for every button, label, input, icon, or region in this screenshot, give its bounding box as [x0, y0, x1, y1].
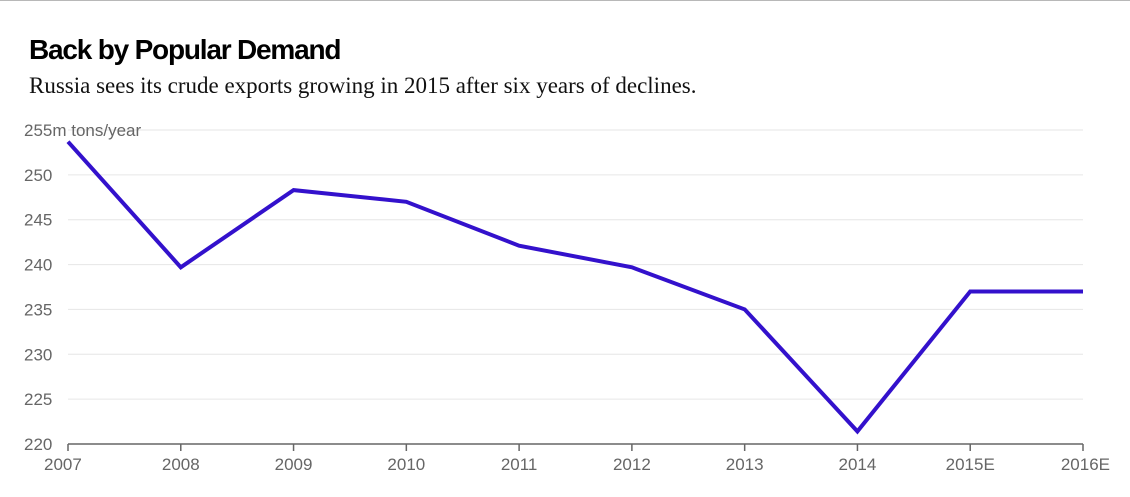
x-tick-label-2007: 2007: [44, 455, 82, 474]
x-axis: [67, 443, 1084, 451]
series-group: [66, 140, 1085, 435]
y-tick-label-235: 235: [24, 300, 52, 319]
x-tick-label-2015E: 2015E: [946, 455, 995, 474]
x-tick-label-2016E: 2016E: [1061, 455, 1110, 474]
data-point-2009: [292, 188, 296, 192]
y-tick-label-225: 225: [24, 390, 52, 409]
data-point-2008: [179, 265, 183, 269]
chart-subtitle: Russia sees its crude exports growing in…: [29, 73, 697, 98]
grid-lines: [68, 129, 1083, 400]
data-point-2007: [66, 140, 70, 144]
chart-title: Back by Popular Demand: [29, 34, 341, 65]
y-axis-tick-labels: 220 225 230 235 240 245 250 255m tons/year: [24, 121, 142, 454]
x-tick-label-2012: 2012: [613, 455, 651, 474]
data-point-2013: [743, 307, 747, 311]
x-tick-label-2014: 2014: [839, 455, 877, 474]
y-tick-label-220: 220: [24, 435, 52, 454]
y-tick-label-250: 250: [24, 166, 52, 185]
x-tick-label-2011: 2011: [501, 455, 538, 474]
x-tick-label-2013: 2013: [726, 455, 764, 474]
x-tick-label-2010: 2010: [387, 455, 425, 474]
data-point-2016E: [1081, 289, 1085, 293]
data-point-2014: [855, 429, 859, 433]
y-tick-label-255: 255m tons/year: [24, 121, 142, 140]
data-point-2012: [630, 265, 634, 269]
data-point-2011: [517, 244, 521, 248]
x-tick-label-2009: 2009: [275, 455, 313, 474]
series-line-0: [66, 140, 1083, 435]
y-tick-label-240: 240: [24, 256, 52, 275]
y-tick-label-245: 245: [24, 211, 52, 230]
x-axis-tick-labels: 2007 2008 2009 2010 2011 2012 2013 2014 2015E 201…: [44, 455, 1110, 474]
top-rule: [0, 0, 1130, 1]
data-point-2010: [404, 200, 408, 204]
data-point-2015E: [968, 289, 972, 293]
x-tick-label-2008: 2008: [162, 455, 200, 474]
y-tick-label-230: 230: [24, 345, 52, 364]
